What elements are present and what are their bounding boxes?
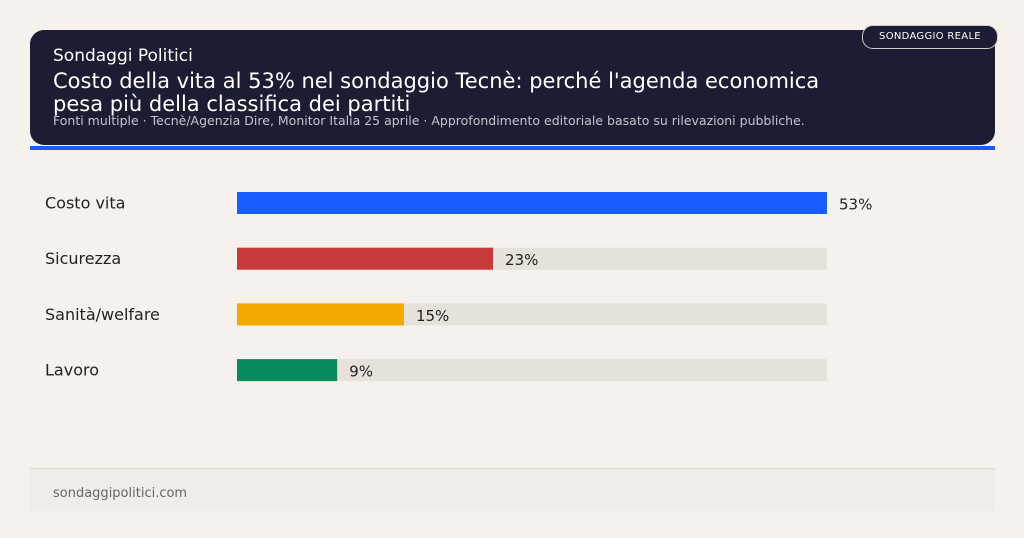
category-label: Sanità/welfare	[45, 305, 160, 324]
badge: SONDAGGIO REALE	[862, 25, 998, 49]
category-label: Costo vita	[45, 194, 125, 213]
bar	[237, 359, 338, 382]
footer-panel	[30, 468, 995, 511]
value-label: 53%	[839, 196, 872, 214]
kicker: Sondaggi Politici	[53, 46, 193, 66]
category-label: Lavoro	[45, 361, 99, 380]
footer-site: sondaggipolitici.com	[53, 486, 188, 501]
bar-track	[237, 359, 827, 382]
bar	[237, 303, 404, 326]
category-label: Sicurezza	[45, 249, 121, 268]
bar	[237, 192, 827, 214]
header-panel	[30, 30, 995, 145]
value-label: 23%	[505, 251, 538, 269]
value-label: 15%	[416, 307, 449, 325]
value-label: 9%	[349, 363, 373, 381]
source-note: Fonti multiple · Tecnè/Agenzia Dire, Mon…	[53, 113, 805, 128]
bar	[237, 247, 494, 270]
header-rule	[30, 146, 995, 150]
title: Costo della vita al 53% nel sondaggio Te…	[53, 69, 820, 116]
